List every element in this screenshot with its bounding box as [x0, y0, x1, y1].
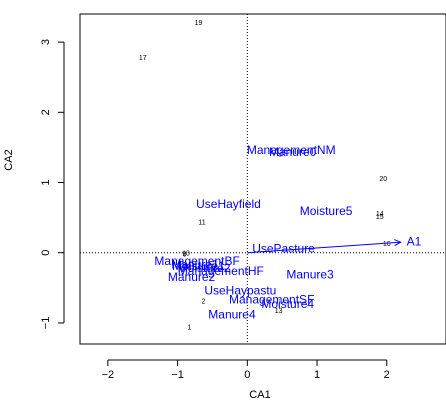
y-tick-label: −1	[40, 317, 52, 330]
vector-arrowhead	[394, 239, 402, 247]
site-label: 16	[383, 241, 391, 248]
reference-lines	[80, 14, 446, 344]
site-label: 17	[139, 55, 147, 62]
variable-label: Manure2	[168, 270, 216, 284]
variable-label: Moisture1	[172, 259, 225, 273]
site-label: 20	[379, 176, 387, 183]
vector-label: A1	[407, 234, 422, 248]
x-tick-label: 1	[314, 369, 320, 381]
y-tick-label: 2	[40, 109, 52, 115]
site-label: 14	[376, 211, 384, 218]
x-tick-label: −2	[102, 369, 115, 381]
y-tick-label: 1	[40, 179, 52, 185]
site-label: 1	[187, 325, 191, 332]
site-label: 10	[182, 250, 190, 257]
x-tick-label: 0	[244, 369, 250, 381]
variable-label: ManagementNM	[247, 143, 336, 157]
site-label: 15	[376, 214, 384, 221]
variable-label: Manure3	[286, 267, 334, 281]
variable-label: ManagementBF	[154, 254, 239, 268]
site-label: 2	[201, 299, 205, 306]
site-label: 11	[198, 219, 205, 226]
variable-label: ManagementHF	[178, 264, 264, 278]
variable-label: Manure4	[208, 307, 256, 321]
plot-frame	[79, 13, 446, 345]
x-tick-label: 2	[384, 369, 390, 381]
site-label: 13	[275, 308, 283, 315]
variable-label: Moisture4	[261, 297, 314, 311]
variable-label: UseHaypastu	[204, 284, 276, 298]
variable-label: Moisture2	[178, 261, 231, 275]
y-tick-label: 0	[40, 250, 52, 256]
variable-label: UsePasture	[252, 241, 315, 255]
vector-line	[247, 241, 401, 254]
variable-label: Manure0	[269, 145, 317, 159]
site-label: 6	[183, 252, 187, 259]
y-tick-label: 3	[40, 39, 52, 45]
x-axis-title: CA1	[249, 389, 270, 401]
y-axis-title: CA2	[3, 149, 15, 170]
variable-label: Moisture5	[300, 204, 353, 218]
axes: −2 −1 0 1 2 −1 0 1 2 3	[40, 39, 390, 381]
x-tick-label: −1	[171, 369, 184, 381]
variable-label: ManagementSF	[229, 293, 314, 307]
variable-label: Manure1	[171, 258, 219, 272]
site-label: 19	[195, 20, 203, 27]
variable-label: UseHayfield	[196, 197, 261, 211]
vector-arrows: A1	[247, 234, 422, 254]
